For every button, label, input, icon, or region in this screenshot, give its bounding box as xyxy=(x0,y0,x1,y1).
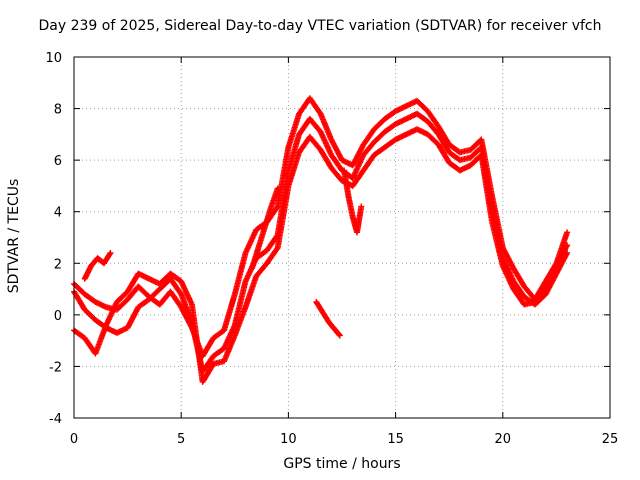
y-tick-label: -4 xyxy=(49,412,62,427)
chart-title: Day 239 of 2025, Sidereal Day-to-day VTE… xyxy=(38,18,602,34)
y-tick-label: 8 xyxy=(54,103,62,118)
data-point xyxy=(107,249,114,256)
data-point xyxy=(564,229,571,236)
y-tick-label: 0 xyxy=(54,309,62,324)
series-track-g xyxy=(341,167,365,236)
y-tick-label: 2 xyxy=(54,257,62,272)
data-points xyxy=(71,95,571,385)
series-track-c xyxy=(71,126,571,385)
series-track-e xyxy=(248,185,281,272)
data-point xyxy=(564,242,571,249)
data-point xyxy=(358,203,365,210)
data-point xyxy=(274,185,281,192)
x-tick-label: 10 xyxy=(280,432,297,447)
x-tick-label: 0 xyxy=(70,432,78,447)
y-axis-label: SDTVAR / TECUs xyxy=(6,178,22,294)
data-point xyxy=(335,331,342,338)
plot-frame xyxy=(73,56,611,419)
tick-labels: 0 5 10 15 20 25 -4 -2 0 2 4 6 8 10 xyxy=(45,51,618,447)
series-track-f xyxy=(313,298,343,339)
gridlines xyxy=(74,57,610,418)
y-tick-label: 10 xyxy=(45,51,62,66)
y-tick-label: 4 xyxy=(54,206,62,221)
data-point xyxy=(106,251,113,258)
data-point xyxy=(273,246,280,253)
data-point xyxy=(336,332,343,339)
y-tick-label: -2 xyxy=(49,360,62,375)
y-tick-label: 6 xyxy=(54,154,62,169)
x-axis-label: GPS time / hours xyxy=(283,456,401,472)
x-tick-label: 5 xyxy=(177,432,185,447)
series-track-d xyxy=(81,249,114,282)
x-tick-label: 25 xyxy=(602,432,619,447)
data-point xyxy=(273,204,280,211)
axes xyxy=(73,56,611,419)
x-tick-label: 15 xyxy=(387,432,404,447)
x-tick-label: 20 xyxy=(495,432,512,447)
